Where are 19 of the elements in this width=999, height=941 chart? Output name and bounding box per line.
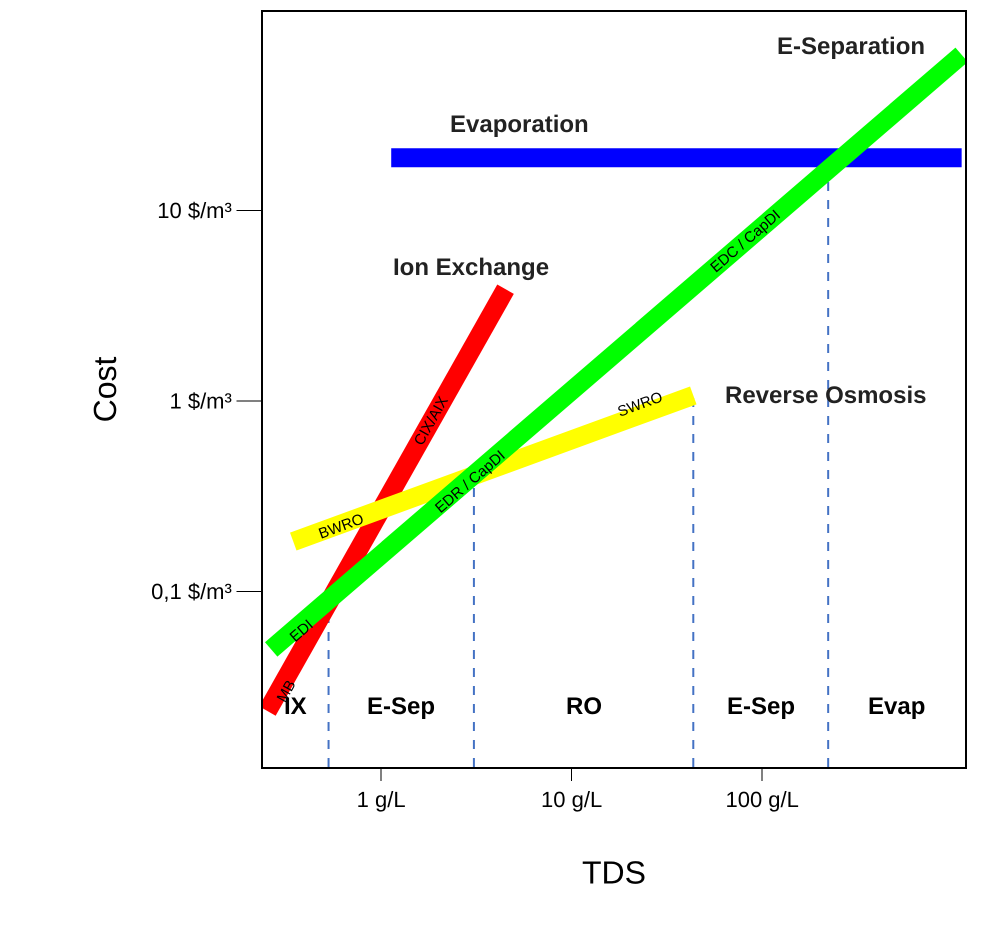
x-tick-label: 1 g/L — [356, 787, 406, 812]
y-axis-title: Cost — [86, 356, 123, 422]
x-axis-title: TDS — [582, 854, 646, 891]
series-label: Ion Exchange — [393, 254, 550, 281]
annotation: RO — [566, 693, 602, 720]
annotation: SWRO — [615, 388, 666, 421]
y-tick-label: 1 $/m³ — [169, 388, 232, 414]
annotation: E-Sep — [727, 693, 796, 720]
series-label: Evaporation — [450, 111, 589, 138]
y-tick-label: 0,1 $/m³ — [151, 579, 232, 604]
annotation: BWRO — [316, 510, 366, 543]
annotation: E-Sep — [367, 693, 436, 720]
series-label: E-Separation — [777, 33, 926, 60]
annotation: EDI — [286, 616, 317, 646]
annotation: Evap — [868, 693, 926, 720]
x-tick-label: 100 g/L — [725, 787, 799, 812]
series-label: Reverse Osmosis — [725, 382, 926, 409]
y-tick-label: 10 $/m³ — [157, 198, 232, 224]
x-tick-label: 10 g/L — [541, 787, 602, 812]
